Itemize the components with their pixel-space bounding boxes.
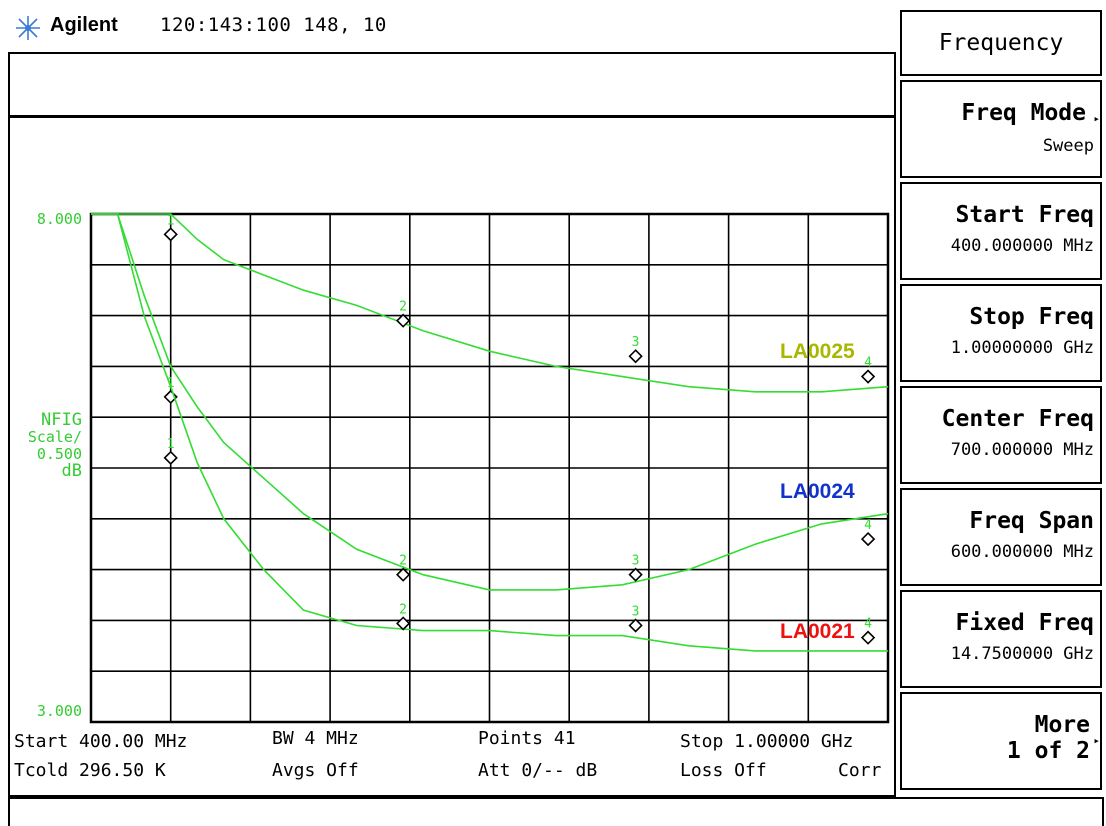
trace-la0024 [91, 213, 889, 591]
scale-line-2: Scale/ [27, 428, 82, 446]
measurement-display [8, 115, 896, 797]
tcold-readout: Tcold 296.50 K [14, 760, 166, 781]
trace-label-la0021: LA0021 [780, 620, 855, 643]
marker-la0024-3 [628, 567, 643, 582]
trace-label-la0025: LA0025 [780, 340, 855, 363]
command-line-bar [8, 797, 1104, 826]
softkey-fixed-freq[interactable]: Fixed Freq 14.7500000 GHz [900, 590, 1102, 688]
marker-number-la0025-2: 2 [399, 300, 407, 315]
softkey-center-freq[interactable]: Center Freq 700.000000 MHz [900, 386, 1102, 484]
bandwidth-readout: BW 4 MHz [272, 728, 359, 749]
trace-la0021 [91, 213, 888, 652]
marker-number-la0021-2: 2 [399, 602, 407, 617]
loss-readout: Loss Off [680, 760, 767, 781]
scale-label: NFIG Scale/ 0.500 dB [18, 412, 82, 480]
softkey-value: Sweep [1042, 136, 1094, 156]
marker-la0021-3 [628, 618, 643, 633]
softkey-label: Start Freq [955, 202, 1094, 228]
marker-la0025-4 [860, 369, 876, 384]
marker-la0021-1 [163, 450, 178, 465]
agilent-spark-icon [16, 16, 40, 40]
marker-la0025-1 [163, 227, 178, 242]
marker-la0021-4 [860, 630, 876, 645]
y-axis-top-label: 8.000 [36, 210, 82, 228]
message-bar [8, 52, 896, 116]
scale-line-4: dB [61, 461, 82, 481]
marker-number-la0021-3: 3 [632, 604, 640, 619]
softkey-stop-freq[interactable]: Stop Freq 1.00000000 GHz [900, 284, 1102, 382]
marker-number-la0024-3: 3 [632, 554, 640, 569]
submenu-arrow-icon: ▸ [1093, 734, 1100, 747]
marker-number-la0025-1: 1 [167, 213, 175, 228]
softkey-label: More [1034, 712, 1090, 738]
marker-number-la0021-1: 1 [167, 437, 175, 452]
softkey-label: Freq Mode [961, 100, 1086, 126]
status-bar: Agilent 120:143:100 148, 10 [0, 0, 900, 48]
marker-la0025-2 [396, 313, 411, 328]
marker-la0025-3 [628, 349, 643, 364]
marker-la0024-4 [860, 531, 876, 547]
trace-la0025 [91, 213, 889, 393]
softkey-value: 1.00000000 GHz [950, 338, 1094, 358]
averages-readout: Avgs Off [272, 760, 359, 781]
marker-number-la0025-4: 4 [864, 356, 872, 371]
softkey-value: 700.000000 MHz [950, 440, 1094, 460]
softkey-value: 600.000000 MHz [950, 542, 1094, 562]
softkey-label: Stop Freq [969, 304, 1094, 330]
marker-number-la0024-1: 1 [167, 376, 175, 391]
status-readout: 120:143:100 148, 10 [160, 14, 387, 36]
softkey-label: Center Freq [941, 406, 1094, 432]
marker-number-la0024-2: 2 [399, 554, 407, 569]
softkey-label: Fixed Freq [955, 610, 1094, 636]
submenu-arrow-icon: ▸ [1093, 112, 1100, 125]
softkey-label: Freq Span [969, 508, 1094, 534]
softkey-freq-span[interactable]: Freq Span 600.000000 MHz [900, 488, 1102, 586]
softkey-value: 400.000000 MHz [950, 236, 1094, 256]
softkey-start-freq[interactable]: Start Freq 400.000000 MHz [900, 182, 1102, 280]
marker-number-la0024-4: 4 [864, 518, 872, 533]
scale-line-1: NFIG [41, 410, 82, 430]
marker-number-la0025-3: 3 [632, 335, 640, 350]
noise-figure-chart: 1 2 3 4 1 2 3 4 1 2 3 4 [89, 212, 890, 724]
scale-line-3: 0.500 [36, 445, 82, 463]
softkey-page-indicator: 1 of 2 [1006, 738, 1090, 764]
brand-logo-text: Agilent [50, 14, 118, 36]
marker-number-la0021-4: 4 [864, 617, 872, 632]
marker-la0021-2 [396, 616, 411, 631]
menu-title-text: Frequency [938, 30, 1064, 56]
trace-label-la0024: LA0024 [780, 480, 855, 503]
softkey-more[interactable]: More 1 of 2 ▸ [900, 692, 1102, 790]
start-frequency-readout: Start 400.00 MHz [14, 731, 188, 752]
attenuation-readout: Att 0/-- dB [478, 760, 598, 781]
stop-frequency-readout: Stop 1.00000 GHz [680, 731, 854, 752]
marker-la0024-2 [396, 567, 411, 582]
points-readout: Points 41 [478, 728, 576, 749]
menu-title-frequency: Frequency [900, 10, 1102, 76]
y-axis-bottom-label: 3.000 [36, 702, 82, 720]
softkey-freq-mode[interactable]: Freq Mode ▸ Sweep [900, 80, 1102, 178]
correction-indicator: Corr [838, 760, 882, 781]
softkey-value: 14.7500000 GHz [950, 644, 1094, 664]
